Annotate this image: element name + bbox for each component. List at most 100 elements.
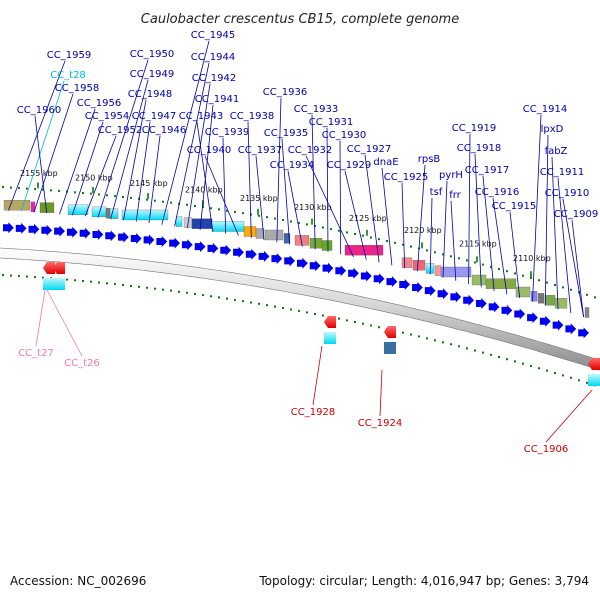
leader-line — [34, 115, 48, 214]
leader-line — [468, 133, 471, 285]
lower-ruler-dots — [98, 281, 100, 284]
ruler-tick-label: 2110 kbp — [513, 254, 551, 263]
lower-ruler-dots — [314, 313, 316, 315]
leader-line — [532, 114, 542, 302]
map-title: Caulobacter crescentus CB15, complete ge… — [141, 12, 459, 27]
gene-arrow-cc_1937 — [245, 248, 257, 260]
gene-arrow-cc_1935 — [271, 253, 283, 265]
feature-block — [109, 208, 119, 219]
leader-line — [255, 155, 265, 240]
leader-line — [204, 155, 239, 236]
leader-line — [247, 121, 252, 238]
gene-label-cc_1946: CC_1946 — [142, 125, 186, 136]
leader-line — [33, 93, 74, 213]
lower-ruler-dots — [298, 309, 300, 312]
gene-arrow-cc_1948 — [105, 230, 116, 242]
upper-ruler-dots — [114, 195, 116, 198]
leader-line — [222, 137, 227, 234]
lower-ruler-dots — [274, 305, 276, 308]
leader-line — [123, 99, 147, 221]
ruler-tick-mark — [257, 208, 259, 215]
gene-label-cc_1931: CC_1931 — [309, 117, 353, 128]
gene-label-cc_1917: CC_1917 — [465, 165, 509, 176]
forward-gene-arrows — [3, 222, 589, 339]
upper-ruler-dots — [298, 221, 300, 224]
leader-line — [71, 121, 104, 216]
lower-ruler-dots — [186, 291, 188, 294]
leader-line — [110, 79, 149, 219]
lower-ruler-dots — [34, 276, 36, 279]
ruler-tick-label: 2135 kbp — [240, 194, 278, 203]
feature-block — [440, 266, 472, 278]
accession-text: Accession: NC_002696 — [10, 574, 147, 588]
leader-line — [199, 104, 214, 230]
feature-block — [544, 295, 556, 306]
gene-label-dnae: dnaE — [373, 157, 398, 168]
reverse-gene-cc_t27 — [43, 262, 55, 274]
lower-ruler-dots — [482, 351, 484, 354]
gene-arrow-cc_1938 — [233, 246, 244, 258]
gene-arrow-cc_1934 — [284, 255, 295, 267]
lower-ruler-dots — [434, 339, 436, 342]
gene-label-fabz: fabZ — [545, 146, 568, 157]
feature-block — [175, 216, 183, 227]
reverse-gene-cc_1906 — [588, 358, 600, 370]
gene-label-cc_1910: CC_1910 — [545, 188, 589, 199]
gene-arrow-cc_1936 — [258, 250, 270, 262]
ruler-tick-label: 2155 kbp — [20, 169, 58, 178]
gene-label-cc_1958: CC_1958 — [55, 83, 99, 94]
leader-line — [174, 62, 210, 227]
gene-arrow-cc_1954 — [54, 225, 65, 237]
lower-ruler-dots — [18, 275, 20, 278]
upper-ruler-dots — [122, 196, 124, 198]
upper-ruler-dots — [466, 259, 468, 262]
upper-ruler-dots — [458, 257, 460, 260]
feature-block — [211, 221, 245, 232]
leader-line — [442, 180, 448, 278]
lower-ruler-dots — [538, 367, 540, 370]
upper-ruler-dots — [146, 198, 148, 201]
lower-ruler-dots — [194, 292, 196, 295]
upper-ruler-dots — [394, 241, 396, 244]
gene-label-cc_1959: CC_1959 — [47, 50, 91, 61]
leader-line — [474, 153, 482, 288]
gene-arrow-cc_1910 — [565, 323, 577, 335]
upper-ruler-dots — [34, 188, 36, 191]
gene-arrow-frr — [437, 288, 449, 300]
lower-ruler-dots — [498, 356, 500, 358]
feature-track — [3, 200, 590, 318]
gene-arrow-cc_1945 — [143, 234, 155, 246]
leader-line — [381, 167, 393, 266]
upper-ruler-dots — [546, 281, 548, 284]
gene-arrow-dnae — [373, 273, 385, 285]
lower-ruler-dots — [426, 337, 428, 340]
upper-ruler-dots — [402, 243, 404, 246]
upper-ruler-dots — [42, 188, 44, 191]
leader-line — [35, 289, 46, 347]
upper-ruler-dots — [154, 199, 156, 202]
upper-ruler-dots — [274, 217, 276, 220]
gene-label-cc_1954: CC_1954 — [85, 111, 129, 122]
lower-ruler-dots — [66, 278, 68, 281]
gene-label-frr: frr — [449, 190, 461, 201]
gene-arrow-cc_1960 — [3, 222, 14, 234]
feature-block — [584, 307, 590, 318]
lower-ruler-dots — [266, 304, 268, 307]
leader-line — [276, 97, 282, 243]
leader-line — [20, 80, 65, 212]
upper-ruler-dots — [474, 261, 476, 264]
leader-line — [344, 170, 367, 260]
lower-ruler-dots — [290, 308, 292, 311]
gene-label-cc_1927: CC_1927 — [347, 144, 391, 155]
ruler-tick-label: 2150 kbp — [75, 173, 113, 182]
lower-ruler-dots — [378, 326, 380, 329]
upper-ruler-dots — [50, 189, 52, 192]
lower-ruler-dots — [154, 287, 156, 290]
gene-arrow-cc_1916 — [488, 301, 500, 313]
gene-arrow-cc_1956 — [41, 224, 53, 236]
lower-ruler-dots — [306, 311, 308, 314]
upper-ruler-dots — [10, 186, 12, 189]
backbone-band — [0, 247, 600, 371]
feature-block — [121, 209, 169, 221]
gene-label-cc_1916: CC_1916 — [475, 187, 519, 198]
